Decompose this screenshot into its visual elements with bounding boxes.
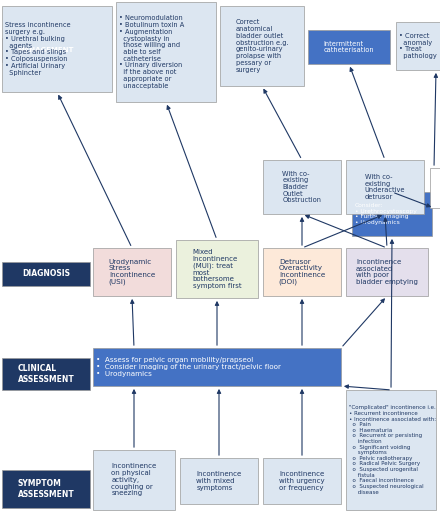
Text: SYMPTOM
ASSESSMENT: SYMPTOM ASSESSMENT [18, 480, 74, 499]
FancyBboxPatch shape [346, 160, 424, 214]
Text: Stress incontinence
surgery e.g.
• Urethral bulking
  agents
• Tapes and slings
: Stress incontinence surgery e.g. • Ureth… [5, 23, 71, 75]
FancyBboxPatch shape [2, 358, 90, 390]
Text: MANAGEMENT: MANAGEMENT [18, 47, 74, 53]
FancyBboxPatch shape [93, 348, 341, 386]
Text: Mixed
Incontinence
(MUI): treat
most
bothersome
symptom first: Mixed Incontinence (MUI): treat most bot… [193, 249, 241, 289]
Text: • Correct
  anomaly
• Treat
  pathology: • Correct anomaly • Treat pathology [399, 33, 437, 59]
FancyBboxPatch shape [2, 6, 112, 92]
Text: Consider:
• Urethrocystoscopy
• Further imaging
• Urodynamics: Consider: • Urethrocystoscopy • Further … [355, 203, 417, 225]
Text: Intermittent
catheterisation: Intermittent catheterisation [324, 41, 374, 53]
FancyBboxPatch shape [346, 248, 428, 296]
Text: • Neuromodulation
• Botulinum toxin A
• Augmentation
  cystoplasty in
  those wi: • Neuromodulation • Botulinum toxin A • … [119, 15, 184, 89]
FancyBboxPatch shape [352, 192, 432, 236]
FancyBboxPatch shape [396, 22, 440, 70]
FancyBboxPatch shape [176, 240, 258, 298]
Text: Incontinence
with mixed
symptoms: Incontinence with mixed symptoms [196, 471, 242, 491]
Text: Urodynamic
Stress
Incontinence
(USI): Urodynamic Stress Incontinence (USI) [109, 259, 155, 285]
FancyBboxPatch shape [220, 6, 304, 86]
Text: Incontinence
associated
with poor
bladder emptying: Incontinence associated with poor bladde… [356, 259, 418, 285]
FancyBboxPatch shape [180, 458, 258, 504]
Text: Incontinence
on physical
activity,
coughing or
sneezing: Incontinence on physical activity, cough… [111, 464, 157, 497]
FancyBboxPatch shape [2, 38, 90, 62]
FancyBboxPatch shape [308, 30, 390, 64]
FancyBboxPatch shape [2, 262, 90, 286]
Text: CLINICAL
ASSESSMENT: CLINICAL ASSESSMENT [18, 364, 74, 384]
Text: Correct
anatomical
bladder outlet
obstruction e.g.
genito-urinary
prolapse with
: Correct anatomical bladder outlet obstru… [236, 19, 288, 73]
FancyBboxPatch shape [93, 248, 171, 296]
FancyBboxPatch shape [263, 248, 341, 296]
FancyBboxPatch shape [263, 458, 341, 504]
Text: "Complicated" incontinence i.e.
• Recurrent incontinence
• Incontinence associat: "Complicated" incontinence i.e. • Recurr… [349, 405, 436, 495]
FancyBboxPatch shape [263, 160, 341, 214]
Text: •  Assess for pelvic organ mobility/prapseol
•  Consider imaging of the urinary : • Assess for pelvic organ mobility/praps… [96, 357, 281, 377]
Text: DIAGNOSIS: DIAGNOSIS [22, 269, 70, 279]
Text: Detrusor
Overactivity
Incontinence
(DOI): Detrusor Overactivity Incontinence (DOI) [279, 259, 325, 285]
Text: With co-
existing
Bladder
Outlet
Obstruction: With co- existing Bladder Outlet Obstruc… [282, 170, 322, 204]
Text: Incontinence
with urgency
or frequency: Incontinence with urgency or frequency [279, 471, 325, 491]
Text: With co-
existing
Underactive
detrusor: With co- existing Underactive detrusor [365, 174, 405, 200]
FancyBboxPatch shape [346, 390, 436, 510]
FancyBboxPatch shape [430, 168, 440, 208]
FancyBboxPatch shape [93, 450, 175, 510]
FancyBboxPatch shape [116, 2, 216, 102]
FancyBboxPatch shape [2, 470, 90, 508]
